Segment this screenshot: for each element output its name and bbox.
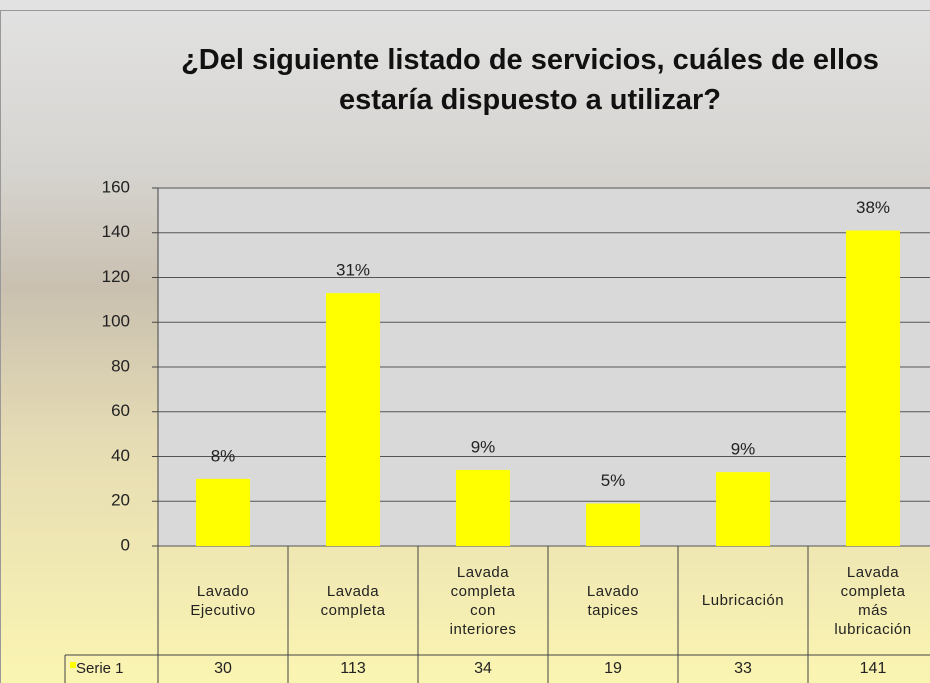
chart-border <box>0 10 930 683</box>
y-tick-label: 100 <box>102 312 130 331</box>
table-value: 19 <box>604 660 622 677</box>
data-label: 9% <box>731 440 756 459</box>
table-value: 30 <box>214 660 232 677</box>
bar <box>846 230 900 546</box>
category-label: Lavada completa <box>288 546 418 655</box>
chart-title: ¿Del siguiente listado de servicios, cuá… <box>181 44 879 116</box>
label-text: Lubricación <box>701 592 785 609</box>
label-text: Lavada completa con interiores <box>449 563 517 638</box>
label-text: Lavado tapices <box>586 582 640 619</box>
y-tick-label: 160 <box>102 177 130 196</box>
table-value: 33 <box>734 660 752 677</box>
data-label: 8% <box>211 446 236 465</box>
category-label: Lavado Ejecutivo <box>158 546 288 655</box>
table-value: 34 <box>474 660 492 677</box>
table-value: 141 <box>859 660 887 677</box>
label-text: Lavada completa más lubricación <box>834 563 912 638</box>
y-tick-label: 20 <box>111 491 130 510</box>
data-label: 31% <box>336 261 370 280</box>
bar <box>196 478 250 546</box>
y-tick-label: 80 <box>111 356 130 375</box>
label-text: Lavado Ejecutivo <box>190 582 256 619</box>
bar <box>716 472 770 546</box>
category-label: Lavada completa más lubricación <box>808 546 930 655</box>
legend-entry: Serie 1 <box>76 660 124 677</box>
y-tick-label: 0 <box>121 535 130 554</box>
bar <box>586 503 640 546</box>
legend-key <box>70 662 76 668</box>
category-label: Lavada completa con interiores <box>418 546 548 655</box>
y-tick-label: 140 <box>102 222 130 241</box>
y-tick-label: 40 <box>111 446 130 465</box>
label-text: Lavada completa <box>320 582 386 619</box>
data-label: 9% <box>471 437 496 456</box>
bar <box>326 293 380 546</box>
y-tick-label: 60 <box>111 401 130 420</box>
bar <box>456 469 510 546</box>
data-label: 38% <box>856 198 890 217</box>
category-label: Lubricación <box>678 546 808 655</box>
y-tick-label: 120 <box>102 267 130 286</box>
table-value: 113 <box>340 660 366 677</box>
category-label: Lavado tapices <box>548 546 678 655</box>
data-label: 5% <box>601 471 626 490</box>
